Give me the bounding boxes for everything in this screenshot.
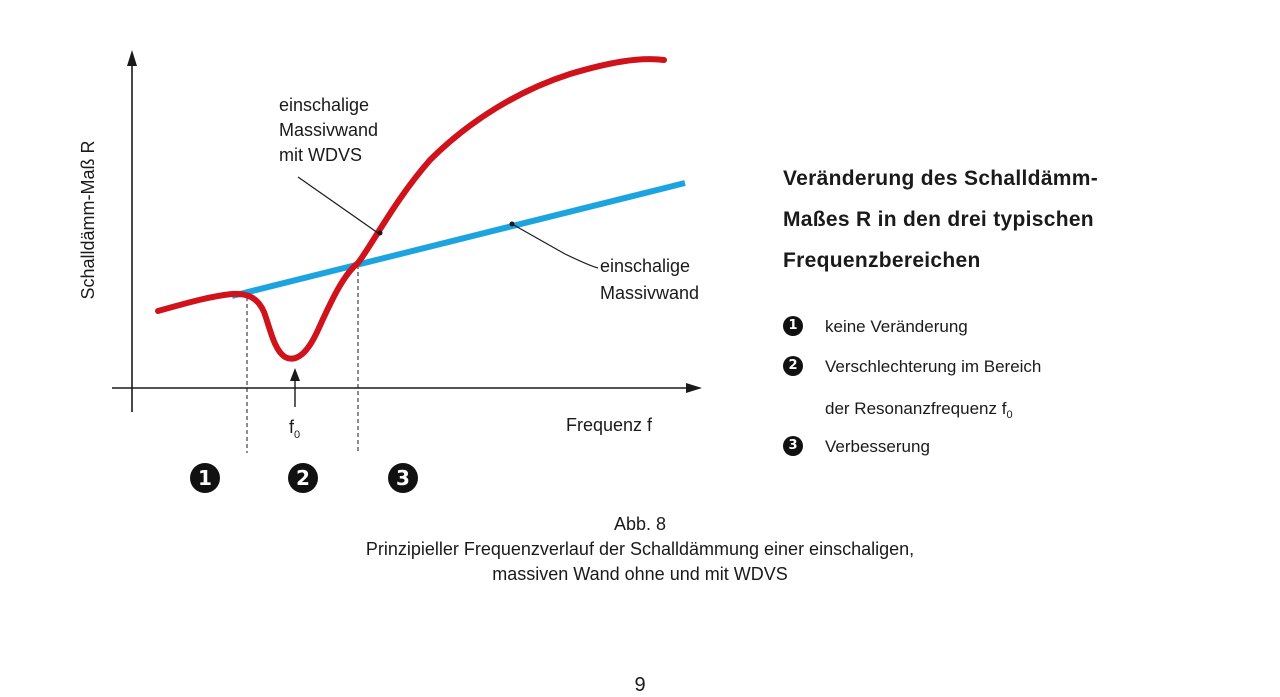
- side-heading-line2: Maßes R in den drei typischen: [783, 208, 1094, 231]
- region-marker-2: 2: [288, 463, 318, 493]
- blue-line-pointer-dot: [509, 221, 515, 227]
- frequency-diagram: Schalldämm-Maß R Frequenz f einschalige …: [78, 50, 702, 493]
- region-marker-3: 3: [388, 463, 418, 493]
- region-marker-3-number: 3: [396, 466, 410, 490]
- legend-text-3: Verbesserung: [825, 437, 930, 456]
- resonance-arrowhead: [290, 368, 300, 381]
- y-axis-arrowhead: [127, 50, 137, 66]
- red-curve-label-line3: mit WDVS: [279, 145, 362, 165]
- side-heading: Veränderung des Schalldämm- Maßes R in d…: [783, 158, 1253, 281]
- blue-line-pointer: [511, 223, 599, 269]
- red-curve-pointer-dot: [377, 230, 383, 236]
- caption-title: Abb. 8: [613, 514, 667, 534]
- caption-line2: massiven Wand ohne und mit WDVS: [492, 564, 788, 584]
- legend-text-2: Verschlechterung im Bereich: [825, 357, 1042, 376]
- region-marker-1-number: 1: [198, 466, 212, 490]
- legend-badge-2: 2: [783, 356, 803, 376]
- legend-text-2b-sub: 0: [1006, 409, 1013, 421]
- resonance-label: f0: [289, 417, 300, 441]
- red-curve-pointer: [297, 176, 379, 234]
- red-curve-label-line2: Massivwand: [279, 120, 378, 140]
- side-heading-line3: Frequenzbereichen: [783, 249, 981, 272]
- red-curve-wdvs: [155, 56, 667, 362]
- x-axis-arrowhead: [686, 383, 702, 393]
- region-marker-2-number: 2: [296, 466, 310, 490]
- legend-badge-3: 3: [783, 436, 803, 456]
- legend-badge-1: 1: [783, 316, 803, 336]
- side-heading-line1: Veränderung des Schalldämm-: [783, 167, 1099, 190]
- blue-line-label-line2: Massivwand: [600, 283, 699, 303]
- page-number: 9: [634, 674, 646, 696]
- caption-line1: Prinzipieller Frequenzverlauf der Schall…: [365, 539, 915, 559]
- x-axis-label: Frequenz f: [566, 415, 653, 435]
- blue-line-label-line1: einschalige: [600, 256, 690, 276]
- region-marker-1: 1: [190, 463, 220, 493]
- figure-caption: Abb. 8 Prinzipieller Frequenzverlauf der…: [0, 512, 1280, 587]
- y-axis-label: Schalldämm-Maß R: [78, 140, 98, 299]
- blue-line-massivwand: [231, 180, 686, 299]
- legend-text-2b-main: der Resonanzfrequenz f: [825, 399, 1007, 418]
- legend-text-1: keine Veränderung: [825, 317, 968, 336]
- legend-text-2b: der Resonanzfrequenz f0: [825, 399, 1013, 421]
- red-curve-label-line1: einschalige: [279, 95, 369, 115]
